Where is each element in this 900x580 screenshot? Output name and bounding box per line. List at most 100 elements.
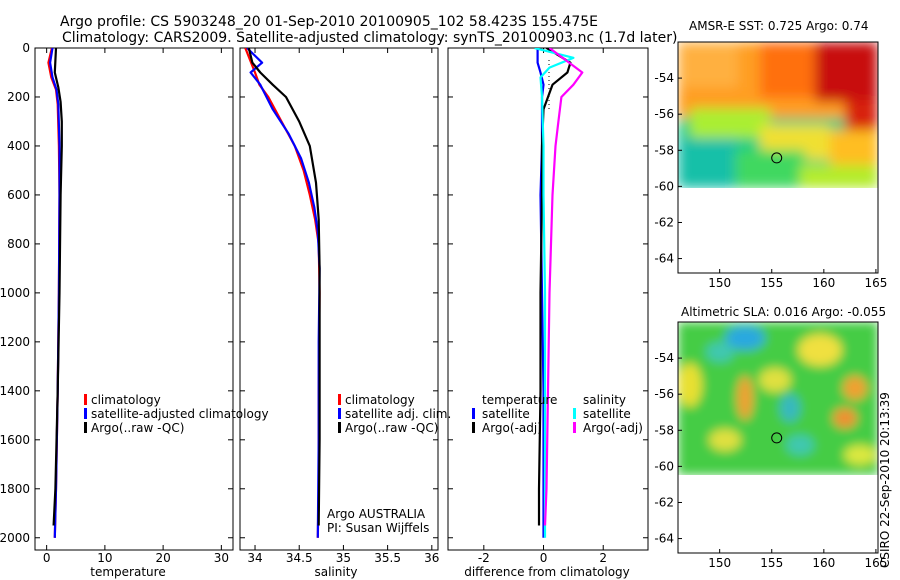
sla-map-xtick-label: 160: [812, 556, 835, 570]
figure-title-line1: Argo profile: CS 5903248_20 01-Sep-2010 …: [60, 14, 598, 30]
sst-no-data-area: [678, 188, 878, 273]
legend-swatch-satellite: [338, 408, 341, 419]
temperature-series-argo-raw-qc: [52, 48, 63, 526]
temperature-xtick-label: 10: [97, 551, 112, 565]
difference-xtick-label: -2: [478, 551, 490, 565]
legend-swatch-argo: [338, 422, 341, 433]
difference-plot-frame: [447, 47, 649, 551]
legend-label-satellite: satellite adj. clim.: [345, 407, 451, 421]
sst-map-xtick-label: 150: [708, 276, 731, 290]
sst-map-ytick-label: -64: [654, 252, 674, 266]
sst-map-ytick-label: -62: [654, 215, 674, 229]
depth-ytick-label: 0: [22, 41, 30, 55]
depth-ytick-label: 1200: [0, 335, 30, 349]
legend-label-climatology: climatology: [345, 393, 415, 407]
salinity-xtick-label: 34.5: [286, 551, 313, 565]
depth-ytick-label: 1800: [0, 482, 30, 496]
salinity-plot-frame: [239, 47, 439, 551]
legend-swatch-temp-satellite: [472, 408, 475, 419]
sla-map-ytick-label: -58: [654, 423, 674, 437]
temperature-legend: climatology satellite-adjusted climatolo…: [84, 393, 269, 435]
sla-map-ytick-label: -54: [654, 351, 674, 365]
depth-ytick-label: 1600: [0, 433, 30, 447]
temperature-series-satellite-adjusted-climatology: [48, 48, 61, 538]
legend-label-argo: Argo(..raw -QC): [91, 421, 184, 435]
sla-map-xtick-label: 155: [760, 556, 783, 570]
difference-panel: difference from climatology -2 0 2 tempera…: [447, 47, 649, 579]
sst-map-ytick-label: -56: [654, 107, 674, 121]
float-owner-text: Argo AUSTRALIA: [327, 507, 426, 521]
depth-ytick-label: 400: [7, 139, 30, 153]
sla-field: [678, 322, 878, 475]
sla-map-title: Altimetric SLA: 0.016 Argo: -0.055: [681, 305, 886, 319]
temperature-xtick-label: 30: [214, 551, 229, 565]
sst-map-xtick-label: 160: [812, 276, 835, 290]
legend-title-salinity: salinity: [583, 393, 626, 407]
sst-map-panel: AMSR-E SST: 0.725 Argo: 0.74 150 155 160 16…: [654, 19, 887, 290]
sst-float-position-marker: [771, 152, 783, 164]
sst-map-ytick-label: -54: [654, 71, 674, 85]
depth-ytick-label: 2000: [0, 531, 30, 545]
difference-xtick-label: 2: [599, 551, 607, 565]
sla-float-position-marker: [771, 432, 783, 444]
sst-map-xtick-label: 165: [864, 276, 887, 290]
legend-swatch-argo: [84, 422, 87, 433]
legend-label-sal-satellite: satellite: [583, 407, 631, 421]
sla-map-ytick-label: -64: [654, 532, 674, 546]
sst-map-ytick-label: -58: [654, 143, 674, 157]
sst-field: [678, 42, 878, 188]
legend-label-argo: Argo(..raw -QC): [345, 421, 438, 435]
sla-map-ytick-label: -56: [654, 387, 674, 401]
depth-ytick-label: 600: [7, 188, 30, 202]
legend-label-climatology: climatology: [91, 393, 161, 407]
legend-swatch-sal-argo: [573, 422, 576, 433]
difference-legend: temperature satellite Argo(-adj) salinit…: [472, 393, 643, 435]
temperature-xtick-label: 20: [155, 551, 170, 565]
legend-swatch-temp-argo: [472, 422, 475, 433]
difference-xtick-label: 0: [540, 551, 548, 565]
salinity-series-climatology: [244, 48, 321, 538]
legend-label-satellite: satellite-adjusted climatology: [91, 407, 269, 421]
sla-map-ytick-label: -60: [654, 459, 674, 473]
sst-map-frame: [677, 41, 879, 274]
sla-map-xtick-label: 150: [708, 556, 731, 570]
salinity-series-argo-raw-qc: [247, 48, 321, 526]
salinity-panel: salinity 34 34.5 35 35.5 36 climatology sate…: [239, 47, 451, 579]
sla-map-frame: [677, 321, 879, 554]
sst-map-xtick-label: 155: [760, 276, 783, 290]
difference-series-temperature-argo-adj: [537, 48, 572, 526]
legend-title-temperature: temperature: [482, 393, 557, 407]
salinity-series-satellite-adj-clim: [246, 48, 321, 538]
difference-series-salinity-argo-adj: [543, 48, 584, 526]
figure-title-line2: Climatology: CARS2009. Satellite-adjuste…: [62, 30, 677, 46]
legend-label-temp-satellite: satellite: [482, 407, 530, 421]
depth-ytick-label: 1000: [0, 286, 30, 300]
difference-series-salinity-satellite: [534, 48, 575, 538]
temperature-xlabel: temperature: [90, 565, 165, 579]
depth-ytick-label: 200: [7, 90, 30, 104]
sst-map-ytick-label: -60: [654, 179, 674, 193]
credit-timestamp: CSIRO 22-Sep-2010 20:13:39: [878, 392, 892, 568]
sst-map-title: AMSR-E SST: 0.725 Argo: 0.74: [689, 19, 869, 33]
temperature-panel: temperature 0 10 20 30 0 200 400 600 800 1000 1200…: [0, 41, 269, 579]
depth-ytick-label: 1400: [0, 384, 30, 398]
salinity-xtick-label: 35.5: [374, 551, 401, 565]
salinity-xtick-label: 36: [424, 551, 439, 565]
legend-swatch-climatology: [84, 394, 87, 405]
legend-swatch-sal-satellite: [573, 408, 576, 419]
depth-ytick-label: 800: [7, 237, 30, 251]
sla-map-panel: Altimetric SLA: 0.016 Argo: -0.055 150 15…: [654, 305, 887, 570]
legend-swatch-climatology: [338, 394, 341, 405]
legend-label-sal-argo: Argo(-adj): [583, 421, 643, 435]
sla-map-ytick-label: -62: [654, 495, 674, 509]
sla-map-xtick-label: 165: [864, 556, 887, 570]
difference-xlabel: difference from climatology: [464, 565, 630, 579]
pi-name-text: PI: Susan Wijffels: [327, 521, 429, 535]
temperature-plot-frame: [34, 47, 234, 551]
legend-label-temp-argo: Argo(-adj): [482, 421, 542, 435]
salinity-xtick-label: 35: [336, 551, 351, 565]
legend-swatch-satellite: [84, 408, 87, 419]
salinity-legend: climatology satellite adj. clim. Argo(..…: [338, 393, 451, 435]
salinity-xlabel: salinity: [314, 565, 357, 579]
sla-no-data-area: [678, 475, 878, 553]
